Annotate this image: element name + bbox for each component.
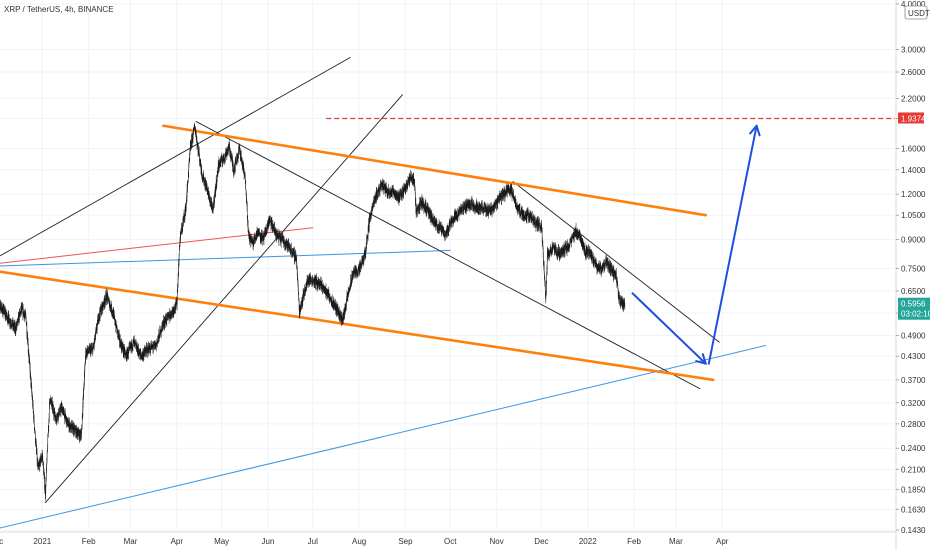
blue-horizontal-line [0,249,451,267]
candles [0,122,626,501]
black-wedge-line [195,121,701,390]
orange-channel-upper [162,124,708,217]
chart-background [0,0,895,532]
trendlines [0,57,895,529]
grid [0,0,895,532]
black-channel-line-1 [0,57,351,257]
black-falling-line [512,181,720,343]
black-channel-line-2 [44,94,403,504]
blue-support-line [0,345,767,529]
orange-channel-lower [0,270,715,382]
